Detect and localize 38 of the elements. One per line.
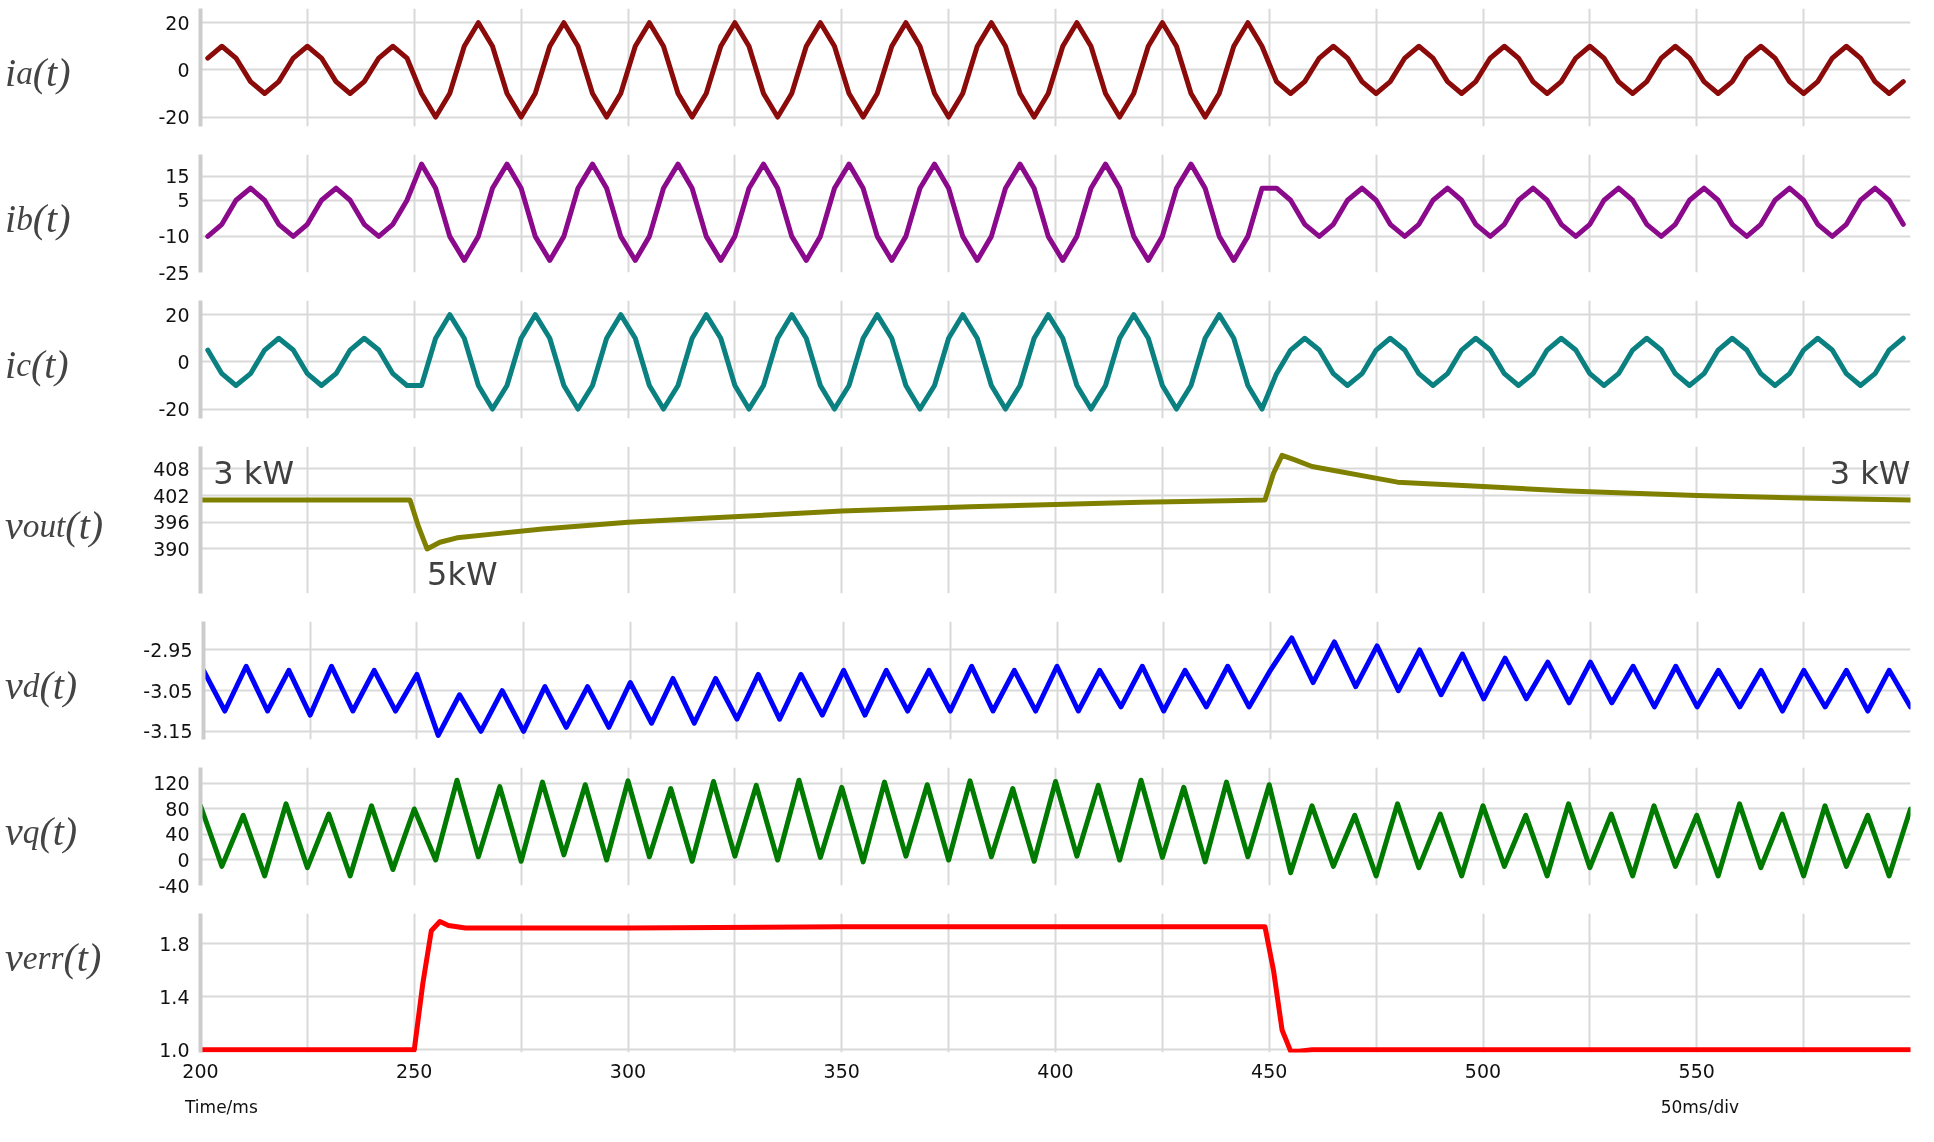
y-tick-label: 120: [153, 772, 190, 795]
x-tick-label: 500: [1464, 1059, 1502, 1082]
y-tick-label: 80: [165, 797, 190, 820]
y-tick-label: -20: [158, 106, 190, 129]
y-tick-label: -20: [158, 398, 190, 421]
y-tick-label: 1.8: [159, 932, 190, 955]
y-tick-label: 20: [165, 303, 190, 326]
y-tick-label: 0: [177, 848, 190, 871]
y-tick-label: -3.05: [143, 679, 193, 702]
y-tick-label: 5: [177, 189, 190, 212]
y-tick-label: 0: [177, 58, 190, 81]
y-tick-label: 408: [153, 457, 190, 480]
y-tick-label: 390: [153, 537, 190, 560]
x-axis-title: Time/ms: [185, 1096, 258, 1119]
x-tick-label: 250: [396, 1059, 433, 1082]
x-tick-label: 350: [823, 1059, 860, 1082]
y-tick-label: -25: [158, 261, 190, 284]
y-tick-label: -40: [158, 874, 190, 897]
y-tick-label: -2.95: [143, 638, 193, 661]
x-tick-label: 300: [609, 1059, 647, 1082]
annotation: 3 kW: [213, 453, 295, 492]
x-tick-label: 200: [182, 1059, 219, 1082]
annotation: 5kW: [427, 554, 498, 593]
y-tick-label: 396: [153, 511, 190, 534]
x-tick-label: 450: [1251, 1059, 1288, 1082]
y-tick-label: -3.15: [143, 720, 193, 743]
y-tick-label: 1.0: [159, 1038, 190, 1061]
y-tick-label: 40: [165, 823, 190, 846]
text: 50ms/div: [1660, 1096, 1739, 1119]
y-tick-label: 1.4: [159, 985, 190, 1008]
y-tick-label: -10: [158, 225, 190, 248]
y-tick-label: 0: [177, 350, 190, 373]
annotation: 3 kW: [1829, 453, 1911, 492]
y-tick-label: 15: [165, 165, 190, 188]
x-tick-label: 550: [1678, 1059, 1715, 1082]
y-tick-label: 402: [153, 484, 190, 507]
y-tick-label: 20: [165, 11, 190, 34]
x-tick-label: 400: [1037, 1059, 1074, 1082]
